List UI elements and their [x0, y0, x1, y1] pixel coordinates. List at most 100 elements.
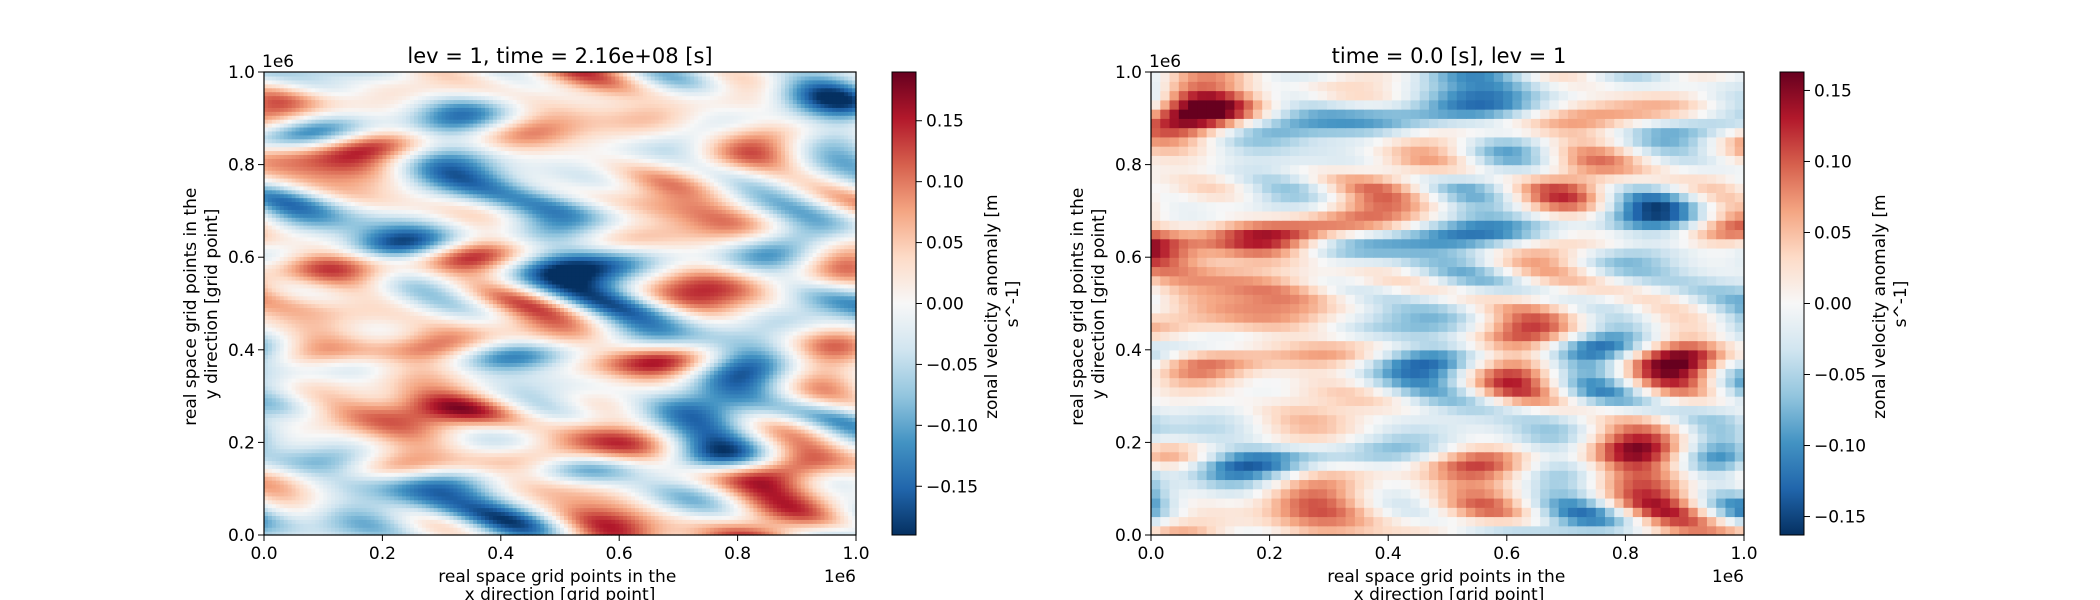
heatmap-cell [268, 492, 273, 497]
heatmap-cell [678, 460, 683, 465]
heatmap-cell [761, 417, 766, 422]
heatmap-cell [469, 515, 474, 520]
heatmap-cell [615, 445, 620, 450]
heatmap-cell [280, 421, 285, 426]
heatmap-cell [734, 437, 739, 442]
heatmap-cell [568, 453, 573, 458]
heatmap-cell [848, 445, 853, 450]
heatmap-cell [477, 433, 482, 438]
heatmap-cell [497, 445, 502, 450]
heatmap-cell [568, 523, 573, 528]
heatmap-cell [300, 523, 305, 528]
heatmap-cell [402, 488, 407, 493]
heatmap-cell [643, 409, 648, 414]
heatmap-cell [801, 433, 806, 438]
heatmap-cell [398, 433, 403, 438]
heatmap-cell [343, 519, 348, 524]
heatmap-cell [288, 437, 293, 442]
heatmap-cell [742, 437, 747, 442]
heatmap-cell [398, 425, 403, 430]
heatmap-cell [576, 417, 581, 422]
heatmap-cell [319, 437, 324, 442]
heatmap-cell [635, 425, 640, 430]
heatmap-cell [410, 453, 415, 458]
heatmap-cell [434, 488, 439, 493]
heatmap-cell [465, 468, 470, 473]
heatmap-cell [730, 492, 735, 497]
heatmap-cell [268, 460, 273, 465]
heatmap-cell [615, 523, 620, 528]
heatmap-cell [753, 472, 758, 477]
heatmap-cell [446, 429, 451, 434]
heatmap-cell [599, 504, 604, 509]
heatmap-cell [564, 515, 569, 520]
heatmap-cell [398, 464, 403, 469]
heatmap-cell [453, 409, 458, 414]
heatmap-cell [651, 449, 656, 454]
heatmap-cell [773, 464, 778, 469]
heatmap-cell [544, 464, 549, 469]
heatmap-cell [832, 476, 837, 481]
heatmap-cell [300, 484, 305, 489]
heatmap-cell [840, 508, 845, 513]
heatmap-cell [303, 515, 308, 520]
heatmap-cell [611, 508, 616, 513]
heatmap-cell [300, 445, 305, 450]
heatmap-cell [493, 429, 498, 434]
heatmap-cell [817, 480, 822, 485]
heatmap-cell [757, 504, 762, 509]
heatmap-cell [596, 519, 601, 524]
heatmap-cell [828, 468, 833, 473]
heatmap-cell [698, 492, 703, 497]
heatmap-cell [331, 488, 336, 493]
heatmap-cell [363, 441, 368, 446]
heatmap-cell [315, 464, 320, 469]
heatmap-cell [580, 429, 585, 434]
heatmap-cell [738, 500, 743, 505]
heatmap-cell [528, 527, 533, 532]
heatmap-cell [264, 441, 269, 446]
heatmap-cell [619, 409, 624, 414]
heatmap-cell [378, 504, 383, 509]
heatmap-cell [280, 515, 285, 520]
heatmap-cell [477, 457, 482, 462]
heatmap-cell [667, 523, 672, 528]
heatmap-cell [540, 460, 545, 465]
heatmap-cell [268, 519, 273, 524]
heatmap-cell [339, 453, 344, 458]
heatmap-cell [386, 480, 391, 485]
heatmap-cell [635, 413, 640, 418]
heatmap-cell [576, 523, 581, 528]
heatmap-cell [702, 417, 707, 422]
heatmap-cell [769, 429, 774, 434]
heatmap-cell [501, 453, 506, 458]
heatmap-cell [761, 527, 766, 532]
heatmap-cell [363, 488, 368, 493]
heatmap-cell [667, 500, 672, 505]
heatmap-cell [710, 421, 715, 426]
heatmap-cell [339, 504, 344, 509]
heatmap-cell [773, 488, 778, 493]
heatmap-cell [426, 476, 431, 481]
heatmap-cell [801, 472, 806, 477]
heatmap-cell [828, 445, 833, 450]
heatmap-cell [272, 413, 277, 418]
heatmap-cell [698, 488, 703, 493]
heatmap-cell [371, 500, 376, 505]
heatmap-cell [449, 409, 454, 414]
heatmap-cell [446, 500, 451, 505]
heatmap-cell [623, 417, 628, 422]
heatmap-cell [682, 413, 687, 418]
heatmap-cell [560, 504, 565, 509]
heatmap-cell [738, 523, 743, 528]
heatmap-cell [414, 519, 419, 524]
heatmap-cell [777, 445, 782, 450]
heatmap-cell [797, 464, 802, 469]
heatmap-cell [288, 488, 293, 493]
heatmap-cell [363, 511, 368, 516]
heatmap-cell [813, 441, 818, 446]
heatmap-cell [627, 413, 632, 418]
heatmap-cell [414, 492, 419, 497]
heatmap-cell [296, 468, 301, 473]
heatmap-cell [686, 453, 691, 458]
